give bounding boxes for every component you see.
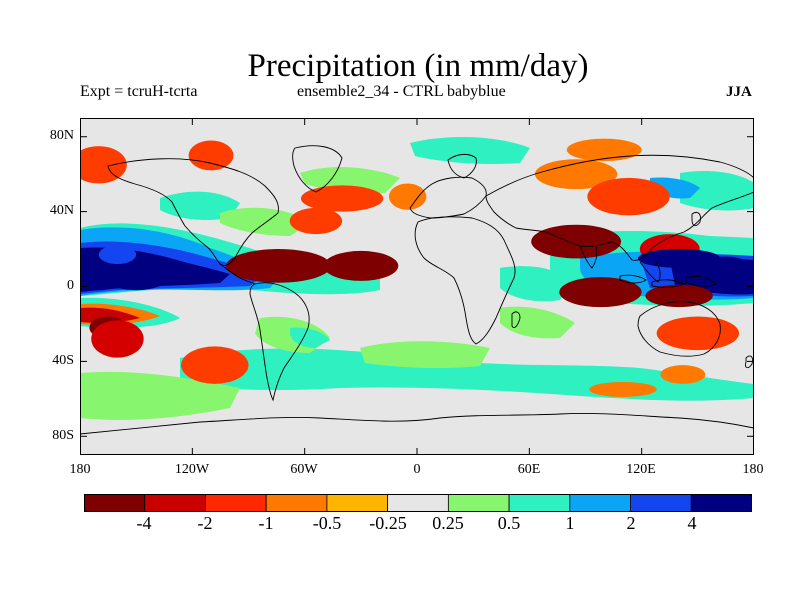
lon-tick-label: 60W xyxy=(290,462,318,477)
anomaly-region xyxy=(531,224,622,259)
colorbar-label: 0.25 xyxy=(432,513,464,533)
plot-title: Precipitation (in mm/day) xyxy=(247,48,589,84)
colorbar-label: -0.5 xyxy=(312,513,342,533)
anomaly-region xyxy=(587,177,670,216)
anomaly-region xyxy=(534,159,618,190)
experiment-label: Expt = tcruH-tcrta xyxy=(80,83,198,100)
colorbar-label: -4 xyxy=(136,513,152,533)
anomaly-region xyxy=(98,245,137,265)
colorbar-label: 2 xyxy=(626,513,636,533)
colorbar-label: -0.25 xyxy=(369,513,407,533)
lat-tick-label: 40N xyxy=(49,203,74,218)
colorbar-frame xyxy=(84,494,752,512)
anomaly-region xyxy=(300,185,384,212)
anomaly-region xyxy=(289,207,343,235)
season-label: JJA xyxy=(726,84,752,100)
run-label: ensemble2_34 - CTRL babyblue xyxy=(297,83,506,100)
anomaly-region xyxy=(660,365,706,384)
anomaly-region xyxy=(559,277,642,308)
anomaly-region xyxy=(697,256,754,287)
colorbar-box xyxy=(144,494,206,512)
anomaly-region xyxy=(91,320,144,358)
colorbar-box xyxy=(205,494,267,512)
lon-tick-label: 180 xyxy=(742,462,764,477)
colorbar-box xyxy=(630,494,692,512)
colorbar-boxes xyxy=(84,494,752,512)
colorbar-box xyxy=(265,494,328,512)
anomaly-region xyxy=(388,183,427,210)
anomaly-regions xyxy=(80,138,754,397)
lon-tick-label: 120E xyxy=(626,462,656,477)
colorbar-box xyxy=(569,494,631,512)
colorbar-label: 1 xyxy=(565,513,575,533)
lon-tick-label: 180 xyxy=(69,462,91,477)
colorbar-box xyxy=(326,494,389,512)
anomaly-region xyxy=(226,249,331,283)
anomaly-region xyxy=(188,140,234,171)
colorbar-label: -1 xyxy=(258,513,274,533)
colorbar-box xyxy=(508,494,571,512)
lon-tick-label: 60E xyxy=(517,462,541,477)
colorbar-label: 4 xyxy=(687,513,697,533)
colorbar-box xyxy=(387,494,449,512)
lat-tick-label: 80N xyxy=(49,128,74,143)
colorbar xyxy=(84,494,752,512)
colorbar-box xyxy=(690,494,752,512)
colorbar-box xyxy=(447,494,510,512)
anomaly-region xyxy=(102,260,170,291)
anomaly-region xyxy=(589,381,657,397)
anomaly-region xyxy=(80,146,127,184)
precipitation-map xyxy=(80,118,754,455)
lat-tick-label: 80S xyxy=(52,428,74,443)
lon-tick-label: 120W xyxy=(174,462,210,477)
lat-tick-label: 0 xyxy=(67,278,74,293)
anomaly-region xyxy=(645,284,713,308)
axis-ticks xyxy=(80,118,754,455)
anomaly-region xyxy=(323,250,399,281)
anomaly-region xyxy=(566,138,642,162)
colorbar-label: -2 xyxy=(197,513,213,533)
anomaly-region xyxy=(181,346,249,384)
colorbar-box xyxy=(84,494,146,512)
anomaly-region xyxy=(656,316,740,351)
lat-tick-label: 40S xyxy=(52,353,74,368)
colorbar-label: 0.5 xyxy=(497,513,521,533)
anomaly-region xyxy=(637,249,721,268)
continent-outlines xyxy=(80,145,754,435)
lon-tick-label: 0 xyxy=(413,462,421,477)
